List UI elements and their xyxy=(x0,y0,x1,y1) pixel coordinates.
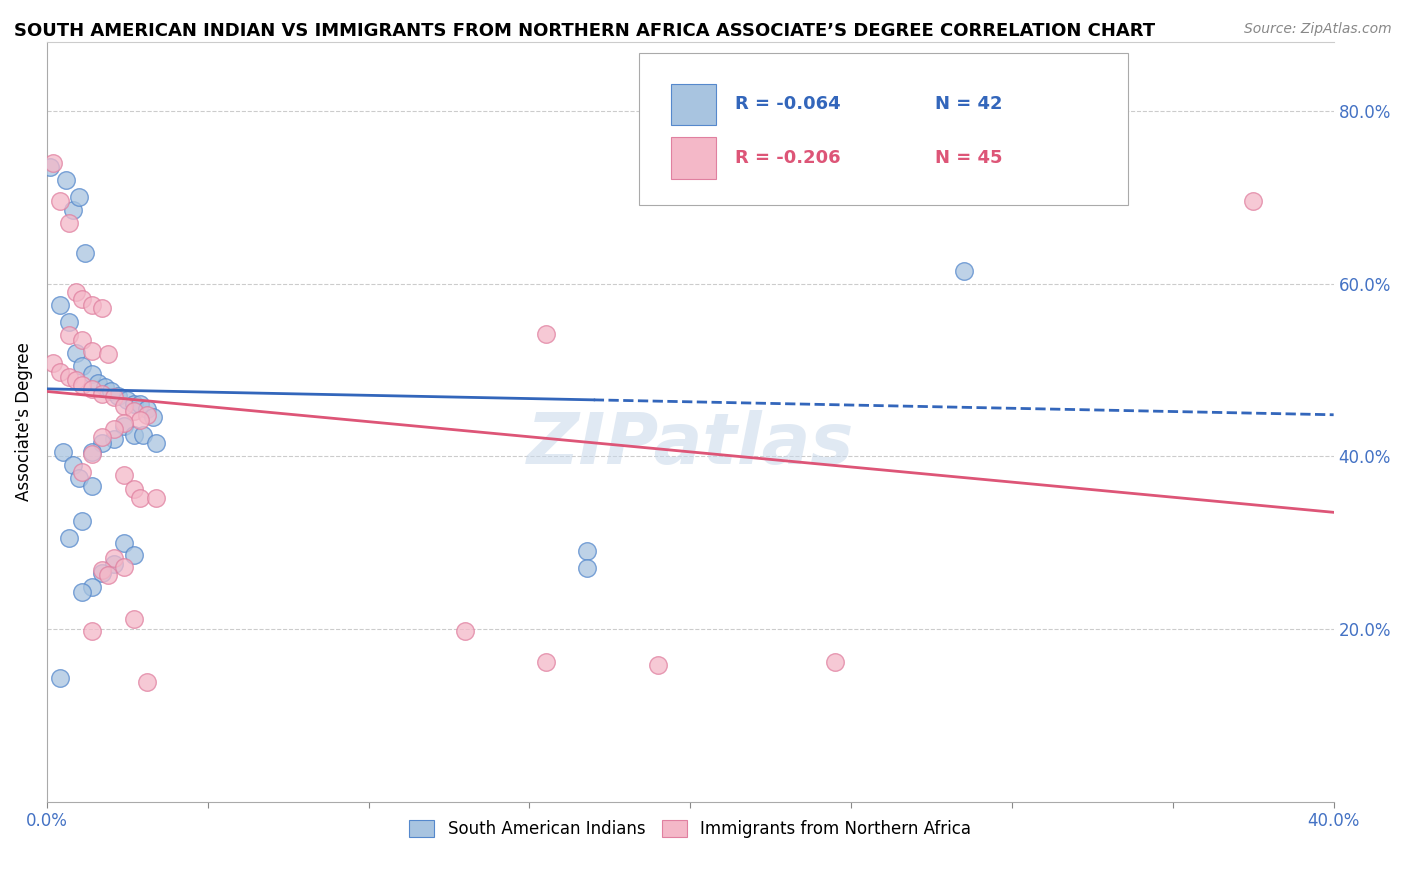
Point xyxy=(67,190,90,204)
Point xyxy=(90,301,112,315)
Point xyxy=(72,584,94,599)
Point xyxy=(90,387,112,401)
Text: R = -0.206: R = -0.206 xyxy=(735,149,841,167)
Point xyxy=(67,471,90,485)
Point xyxy=(112,419,135,434)
Point xyxy=(49,365,72,379)
Point xyxy=(90,566,112,580)
Point xyxy=(65,373,87,387)
Point xyxy=(824,655,846,669)
Point xyxy=(647,658,669,673)
Point xyxy=(145,436,167,450)
Point xyxy=(58,369,80,384)
Point xyxy=(112,535,135,549)
Point xyxy=(122,427,145,442)
Point xyxy=(72,359,94,373)
Text: SOUTH AMERICAN INDIAN VS IMMIGRANTS FROM NORTHERN AFRICA ASSOCIATE’S DEGREE CORR: SOUTH AMERICAN INDIAN VS IMMIGRANTS FROM… xyxy=(14,22,1156,40)
Point xyxy=(72,292,94,306)
Point xyxy=(142,410,165,425)
Point xyxy=(62,458,84,472)
Point xyxy=(129,413,152,427)
Point xyxy=(72,333,94,347)
Point xyxy=(122,397,145,411)
Y-axis label: Associate's Degree: Associate's Degree xyxy=(15,343,32,501)
Point xyxy=(58,531,80,545)
Point xyxy=(576,544,599,558)
Point xyxy=(97,347,120,361)
Point xyxy=(117,393,139,408)
Point xyxy=(49,194,72,209)
Point xyxy=(112,399,135,413)
Point xyxy=(58,328,80,343)
Point xyxy=(58,216,80,230)
Point xyxy=(135,675,157,690)
Point xyxy=(65,285,87,300)
Point xyxy=(80,479,103,493)
Point xyxy=(122,549,145,563)
Point xyxy=(72,465,94,479)
Point xyxy=(135,401,157,416)
Point xyxy=(122,611,145,625)
Point xyxy=(1241,194,1264,209)
Point xyxy=(75,246,97,260)
Text: N = 42: N = 42 xyxy=(935,95,1002,113)
Point xyxy=(80,367,103,381)
Point xyxy=(103,421,125,435)
Text: ZIPatlas: ZIPatlas xyxy=(527,410,853,479)
Point xyxy=(90,430,112,444)
Text: R = -0.064: R = -0.064 xyxy=(735,95,841,113)
Point xyxy=(534,326,557,341)
Point xyxy=(55,173,77,187)
Point xyxy=(65,345,87,359)
Point xyxy=(80,624,103,638)
Point xyxy=(454,624,477,638)
Point xyxy=(72,378,94,392)
Point xyxy=(72,514,94,528)
Point xyxy=(80,445,103,459)
Point xyxy=(80,448,103,462)
Point xyxy=(112,468,135,483)
Point xyxy=(122,482,145,496)
Point xyxy=(135,408,157,422)
FancyBboxPatch shape xyxy=(638,54,1128,205)
Point xyxy=(94,380,117,394)
Point xyxy=(112,559,135,574)
Point xyxy=(42,356,65,370)
Point xyxy=(49,298,72,312)
Point xyxy=(122,404,145,418)
Point xyxy=(576,561,599,575)
Point xyxy=(103,391,125,405)
Point xyxy=(103,432,125,446)
Point xyxy=(90,563,112,577)
Point xyxy=(145,491,167,505)
Point xyxy=(97,568,120,582)
Point xyxy=(129,397,152,411)
Point xyxy=(80,581,103,595)
Point xyxy=(103,551,125,566)
Point xyxy=(90,436,112,450)
Legend: South American Indians, Immigrants from Northern Africa: South American Indians, Immigrants from … xyxy=(401,812,980,847)
Point xyxy=(58,315,80,329)
Point xyxy=(952,263,974,277)
Point xyxy=(534,655,557,669)
Point xyxy=(80,382,103,396)
Point xyxy=(80,343,103,358)
Point xyxy=(107,389,129,403)
Point xyxy=(80,298,103,312)
Text: N = 45: N = 45 xyxy=(935,149,1002,167)
Point xyxy=(39,160,62,174)
Text: Source: ZipAtlas.com: Source: ZipAtlas.com xyxy=(1244,22,1392,37)
Point xyxy=(100,384,122,399)
Point xyxy=(129,491,152,505)
Point xyxy=(112,417,135,431)
Bar xyxy=(671,136,716,178)
Point xyxy=(87,376,110,390)
Point xyxy=(49,671,72,685)
Bar xyxy=(671,84,716,126)
Point xyxy=(103,557,125,571)
Point xyxy=(132,427,155,442)
Point xyxy=(62,203,84,218)
Point xyxy=(52,445,75,459)
Point xyxy=(42,155,65,169)
